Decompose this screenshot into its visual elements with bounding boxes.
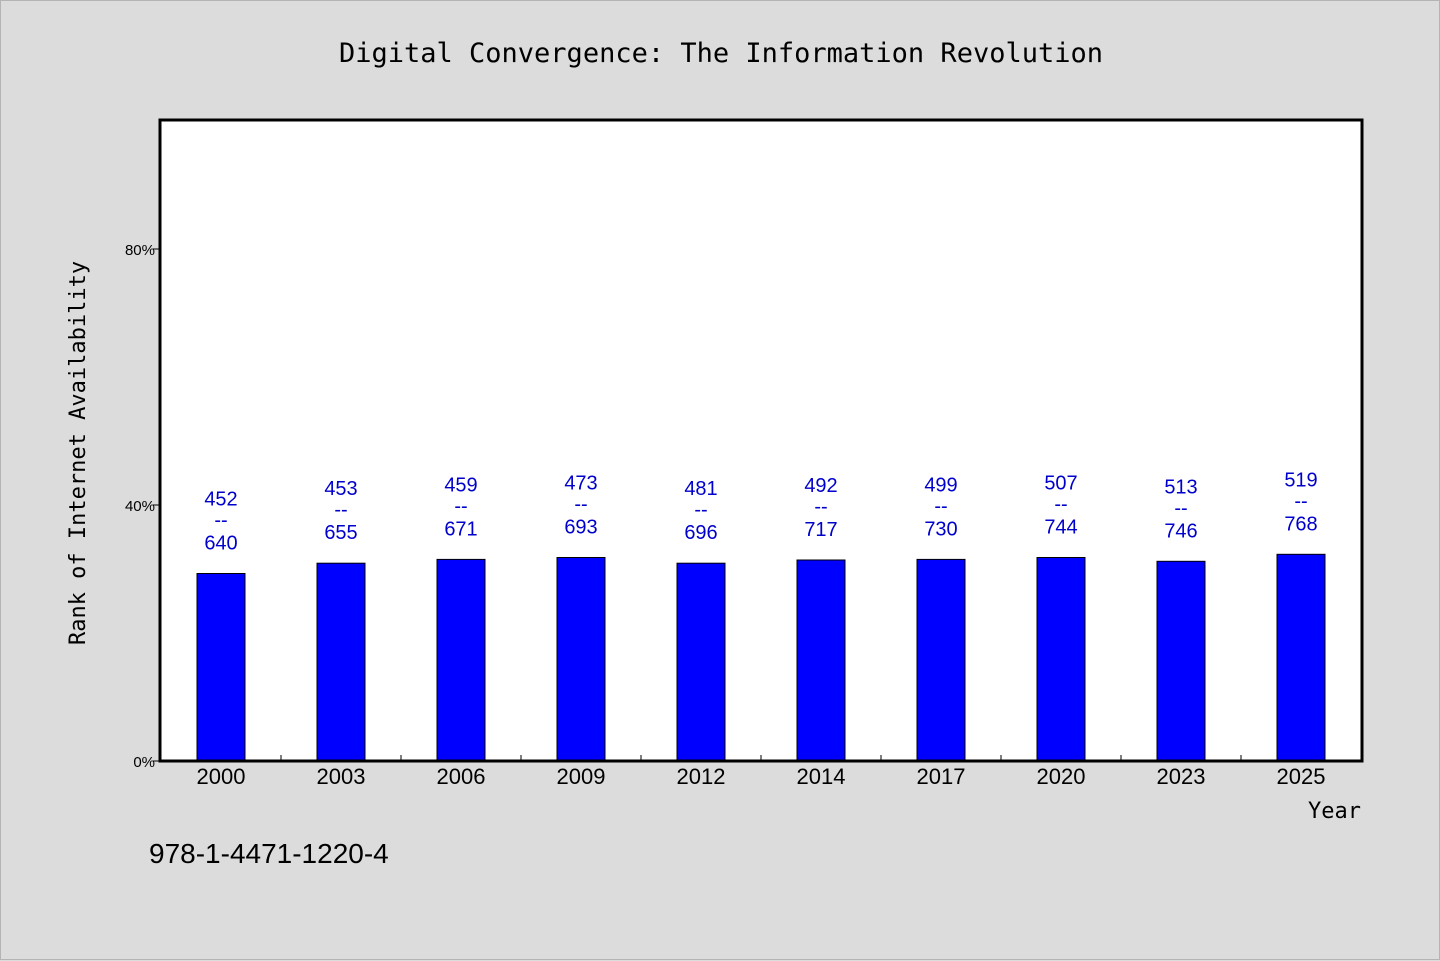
data-label-top: 519 <box>1284 469 1317 491</box>
bar <box>916 558 966 762</box>
x-tick-label: 2025 <box>1277 764 1326 789</box>
data-label-top: 452 <box>204 489 237 511</box>
data-label-top: 513 <box>1164 476 1197 498</box>
x-tick-label: 2006 <box>437 764 486 789</box>
ticks-group: 2000 2003 2006 2009 2012 2014 2017 2020 2023 2025… <box>125 242 1326 789</box>
data-label-top: 499 <box>924 474 957 496</box>
x-tick-label: 2000 <box>197 764 246 789</box>
y-tick-label: 80% <box>125 242 155 259</box>
data-label-bottom: 693 <box>564 517 597 539</box>
x-tick-label: 2023 <box>1157 764 1206 789</box>
data-label-bottom: 640 <box>204 533 237 555</box>
y-tick-label: 0% <box>133 754 155 771</box>
chart-title: Digital Convergence: The Information Rev… <box>339 38 1103 69</box>
data-label-separator: -- <box>1054 494 1067 516</box>
bar <box>1156 560 1206 762</box>
data-label-separator: -- <box>1174 497 1187 519</box>
x-tick-label: 2009 <box>557 764 606 789</box>
data-label-top: 492 <box>804 475 837 497</box>
x-tick-label: 2017 <box>917 764 966 789</box>
data-label-bottom: 746 <box>1164 520 1197 542</box>
y-tick-label: 40% <box>125 498 155 515</box>
data-label-top: 473 <box>564 473 597 495</box>
data-label-top: 453 <box>324 478 357 500</box>
data-label-separator: -- <box>1294 490 1307 512</box>
bar <box>1276 553 1326 762</box>
bar <box>796 559 846 762</box>
bar <box>436 558 486 762</box>
data-label-separator: -- <box>934 495 947 517</box>
plot-border <box>158 118 1364 763</box>
x-tick-label: 2003 <box>317 764 366 789</box>
data-label-top: 459 <box>444 474 477 496</box>
data-label-top: 481 <box>684 478 717 500</box>
y-axis-title: Rank of Internet Availability <box>66 261 91 645</box>
data-label-bottom: 671 <box>444 518 477 540</box>
bar <box>196 573 246 762</box>
x-tick-label: 2020 <box>1037 764 1086 789</box>
data-label-separator: -- <box>574 494 587 516</box>
x-tick-label: 2012 <box>677 764 726 789</box>
data-label-separator: -- <box>814 496 827 518</box>
data-label-bottom: 655 <box>324 522 357 544</box>
x-axis-title: Year <box>1308 799 1361 824</box>
data-label-top: 507 <box>1044 473 1077 495</box>
data-label-bottom: 717 <box>804 519 837 541</box>
bar <box>316 562 366 762</box>
data-label-separator: -- <box>214 510 227 532</box>
data-label-separator: -- <box>694 499 707 521</box>
bar <box>556 557 606 762</box>
data-label-bottom: 768 <box>1284 513 1317 535</box>
bar <box>1036 557 1086 762</box>
bars-group: 452--640453--655459--671473--693481--696… <box>196 469 1326 762</box>
data-label-bottom: 744 <box>1044 517 1077 539</box>
data-label-bottom: 730 <box>924 518 957 540</box>
data-label-separator: -- <box>334 499 347 521</box>
isbn-footnote: 978-1-4471-1220-4 <box>149 838 389 869</box>
data-label-bottom: 696 <box>684 522 717 544</box>
x-tick-label: 2014 <box>797 764 846 789</box>
bar <box>676 562 726 762</box>
data-label-separator: -- <box>454 495 467 517</box>
